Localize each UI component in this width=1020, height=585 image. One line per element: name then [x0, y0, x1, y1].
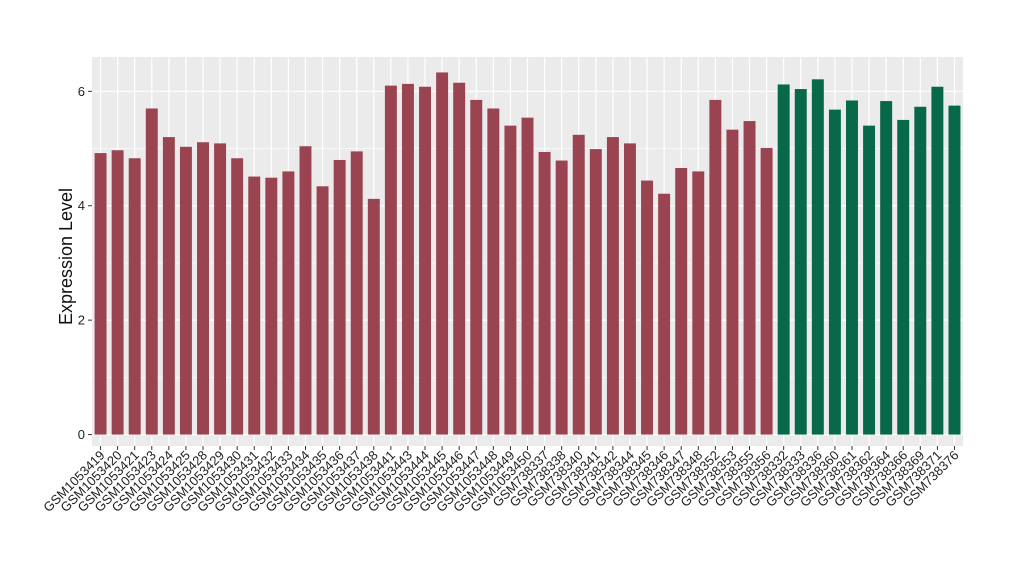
bar — [675, 167, 688, 435]
bar — [367, 198, 380, 435]
y-tick-label: 2 — [78, 313, 85, 328]
bar — [589, 149, 602, 435]
bar — [504, 125, 517, 435]
bar — [470, 99, 483, 435]
y-tick-label: 4 — [78, 198, 85, 213]
bar — [265, 177, 278, 435]
bar — [623, 143, 636, 435]
bar — [521, 117, 534, 435]
bar — [333, 159, 346, 435]
bar — [743, 121, 756, 435]
bar — [538, 151, 551, 435]
bar — [692, 171, 705, 435]
bar — [197, 142, 209, 435]
bar — [436, 72, 449, 435]
y-tick-label: 6 — [78, 84, 85, 99]
bar — [880, 101, 893, 435]
bar — [846, 100, 858, 435]
bar — [487, 108, 500, 435]
bar — [811, 79, 824, 435]
bar — [709, 99, 722, 435]
bar — [231, 158, 244, 435]
bar — [794, 89, 807, 435]
bar — [572, 134, 585, 435]
bar — [555, 160, 568, 435]
bar — [162, 137, 175, 435]
bar — [350, 151, 363, 435]
bar — [914, 106, 927, 435]
bar — [828, 109, 841, 435]
bar — [948, 105, 961, 435]
bar — [419, 86, 432, 435]
bar — [658, 193, 671, 435]
bar — [401, 83, 414, 435]
bar — [384, 85, 397, 435]
bar — [897, 119, 910, 435]
y-axis-label: Expression Level — [56, 188, 76, 325]
bar — [111, 150, 124, 435]
bar — [641, 180, 654, 435]
bar — [179, 146, 192, 435]
bar — [760, 147, 773, 435]
bar — [863, 125, 876, 435]
bar — [299, 146, 312, 435]
bar — [316, 186, 329, 435]
bar — [248, 176, 261, 435]
bar — [777, 84, 790, 435]
bar — [931, 86, 944, 435]
bars — [94, 72, 961, 435]
bar — [606, 137, 619, 435]
bar — [214, 143, 227, 435]
bar — [128, 158, 141, 435]
bar — [453, 82, 466, 435]
x-axis: GSM1053419GSM1053420GSM1053421GSM1053423… — [40, 446, 962, 515]
bar — [726, 129, 739, 435]
y-axis: 0 2 4 6 — [78, 84, 92, 442]
bar — [94, 153, 107, 435]
bar — [282, 171, 295, 435]
bar — [145, 108, 158, 435]
y-tick-label: 0 — [78, 427, 85, 442]
